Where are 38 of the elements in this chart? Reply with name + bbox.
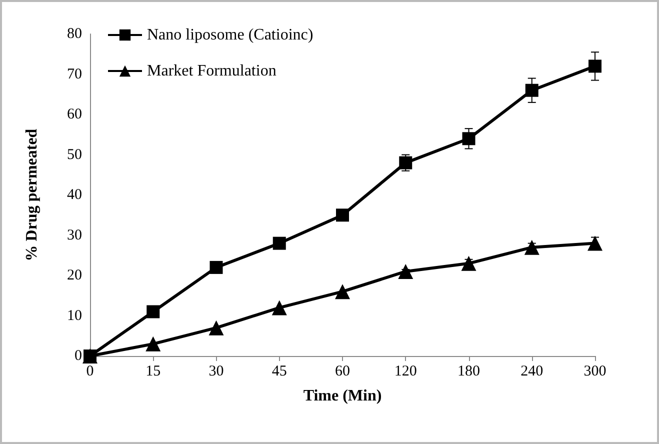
x-tick-label: 30 (208, 364, 224, 380)
y-tick-label: 40 (67, 187, 82, 203)
y-tick-label: 30 (67, 227, 82, 244)
legend-label: Market Formulation (147, 62, 276, 80)
point (461, 256, 476, 271)
y-tick-label: 80 (67, 26, 82, 42)
x-tick-label: 0 (86, 364, 94, 380)
point (399, 156, 412, 170)
y-tick-label: 60 (67, 106, 82, 122)
point (208, 320, 224, 336)
point (272, 236, 286, 250)
x-tick-label: 300 (584, 364, 606, 380)
point (335, 284, 350, 300)
point (146, 305, 160, 318)
point (336, 208, 349, 222)
point (210, 260, 223, 274)
y-tick-label: 10 (67, 308, 82, 324)
point (462, 132, 476, 146)
point (588, 60, 602, 73)
point (524, 240, 540, 255)
y-tick-label: 0 (74, 348, 82, 364)
y-tick-label: 70 (67, 66, 82, 82)
point (525, 84, 538, 97)
x-tick-label: 240 (520, 364, 544, 380)
x-tick-label: 120 (394, 364, 417, 380)
x-axis-title: Time (Min) (303, 388, 382, 404)
x-tick-label: 60 (335, 364, 350, 380)
x-tick-label: 45 (272, 364, 287, 380)
point (398, 264, 414, 279)
legend-label: Nano liposome (Catioinc) (147, 26, 314, 44)
x-tick-label: 180 (458, 364, 480, 380)
x-tick-label: 15 (146, 364, 161, 380)
point (272, 300, 287, 316)
y-axis-title: % Drug permeated (24, 128, 40, 262)
y-tick-label: 50 (67, 146, 82, 163)
point (146, 336, 161, 352)
y-tick-label: 20 (67, 268, 82, 284)
point (588, 236, 602, 251)
